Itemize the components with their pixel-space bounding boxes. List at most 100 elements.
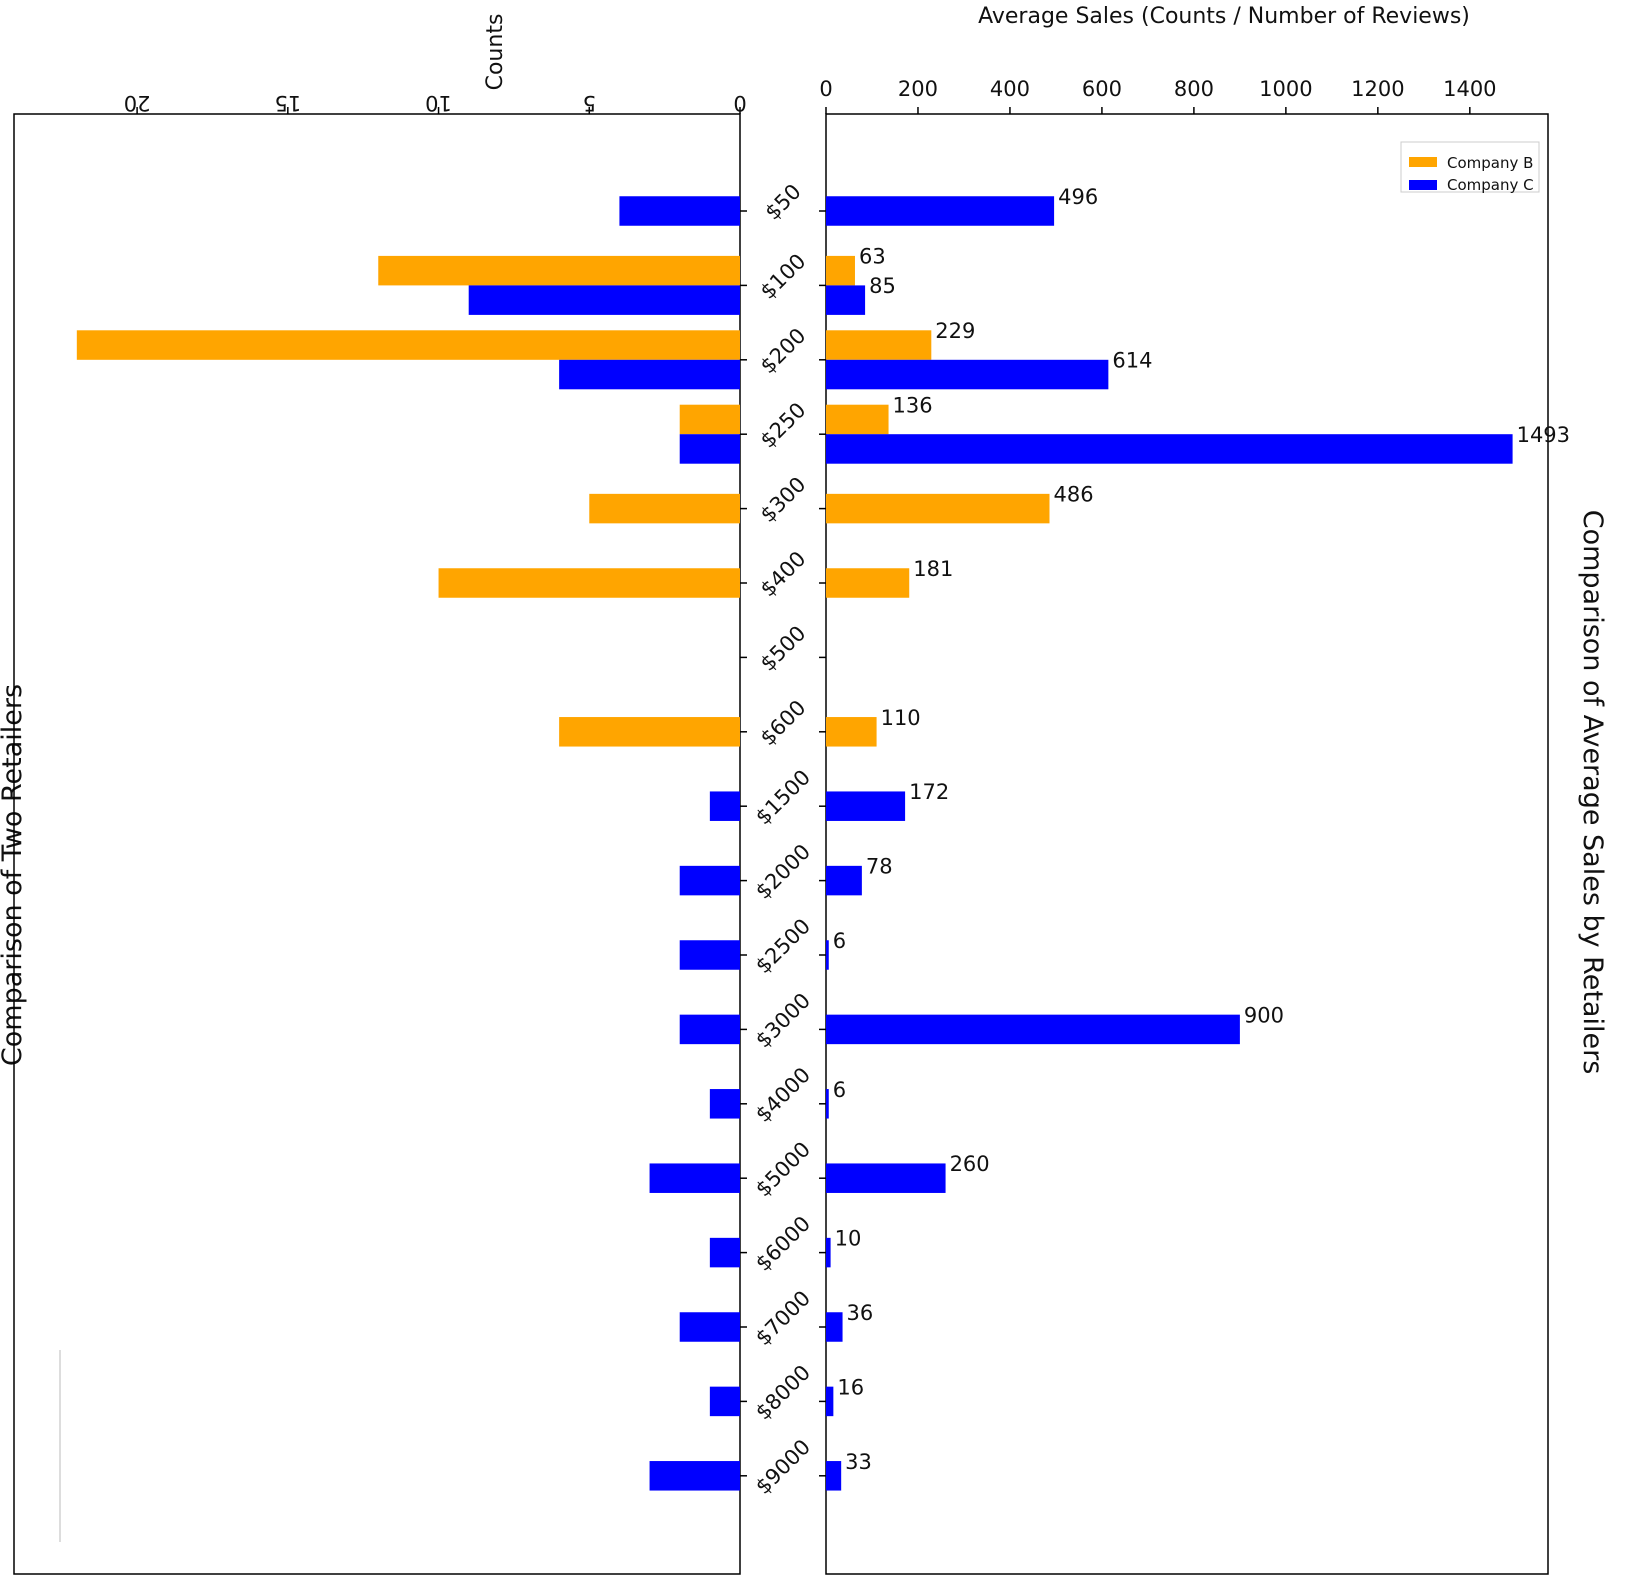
y-tick-label: 0 [733, 91, 746, 115]
data-label: 1493 [1517, 423, 1570, 447]
counts-y-axis-title: Counts [483, 14, 508, 91]
legend-label-company-b: Company B [1447, 154, 1533, 172]
category-label: $5000 [751, 1137, 815, 1201]
bar-company-c [826, 1312, 843, 1342]
bar-company-b [826, 330, 932, 360]
data-label: 614 [1112, 349, 1152, 373]
bar-company-b [826, 255, 855, 286]
bar-company-c [679, 434, 740, 464]
legend-swatch-company-b [1409, 157, 1437, 167]
y-tick-label: 0 [819, 77, 832, 101]
bar-company-c [709, 791, 740, 821]
bar-company-c [825, 359, 1109, 390]
legend-swatch-company-c [1409, 180, 1437, 190]
category-label: $9000 [751, 1435, 815, 1499]
legend: Company B Company C [1400, 141, 1540, 194]
data-label: 260 [950, 1152, 990, 1176]
category-label: $100 [756, 249, 811, 304]
bar-company-c [679, 940, 740, 970]
y-tick-label: 20 [124, 91, 151, 115]
bar-company-c [679, 865, 740, 896]
data-label: 900 [1244, 1003, 1284, 1027]
data-label: 229 [935, 319, 975, 343]
y-tick-label: 600 [1082, 77, 1122, 101]
y-tick-label: 5 [583, 91, 596, 115]
bar-company-c [826, 1163, 946, 1193]
data-label: 63 [859, 245, 886, 269]
counts-plot-area [13, 113, 741, 1575]
data-label: 172 [909, 780, 949, 804]
category-label: $400 [756, 547, 811, 602]
bar-company-c [826, 1014, 1240, 1045]
category-label: $200 [756, 323, 811, 378]
data-label: 33 [845, 1450, 872, 1474]
bar-company-c [826, 1237, 831, 1268]
data-label: 10 [835, 1227, 862, 1251]
bar-company-c [649, 1461, 740, 1491]
y-tick-label: 1200 [1351, 77, 1404, 101]
bar-company-c [649, 1163, 740, 1193]
data-label: 110 [881, 706, 921, 730]
scroll-indicator [59, 1350, 61, 1542]
y-tick-label: 200 [898, 77, 938, 101]
average-sales-plot-area [825, 113, 1549, 1575]
category-label: $600 [756, 695, 811, 750]
category-label: $50 [760, 179, 805, 224]
data-label: 6 [833, 929, 846, 953]
data-label: 36 [847, 1301, 874, 1325]
data-label: 181 [913, 557, 953, 581]
bar-company-c [826, 434, 1513, 464]
bar-company-b [438, 568, 740, 598]
bar-company-c [825, 865, 862, 896]
bar-company-b [825, 568, 910, 598]
bar-company-b [589, 493, 740, 524]
data-label: 6 [833, 1078, 846, 1102]
bar-company-b [559, 717, 740, 747]
bar-company-b [679, 404, 740, 435]
bar-company-c [709, 1089, 740, 1119]
bar-company-c [709, 1237, 740, 1268]
data-label: 496 [1058, 185, 1098, 209]
bar-company-c [825, 1461, 842, 1491]
category-label: $7000 [751, 1286, 815, 1350]
bar-company-c [468, 285, 740, 315]
average-sales-y-axis-title: Average Sales (Counts / Number of Review… [978, 4, 1470, 29]
bar-company-b [76, 330, 740, 360]
bar-company-c [679, 1014, 740, 1045]
category-label: $300 [756, 472, 811, 527]
category-label: $6000 [751, 1212, 815, 1276]
bar-company-c [709, 1386, 740, 1417]
data-label: 78 [866, 855, 893, 879]
category-label: $4000 [751, 1063, 815, 1127]
category-label: $1500 [751, 765, 815, 829]
legend-label-company-c: Company C [1447, 176, 1534, 194]
bar-company-b [826, 493, 1050, 524]
bar-company-b [378, 255, 740, 286]
bar-company-c [679, 1312, 740, 1342]
y-tick-label: 10 [425, 91, 452, 115]
bar-company-c [559, 359, 740, 390]
bar-company-c [825, 1089, 829, 1119]
category-label: $8000 [751, 1360, 815, 1424]
bar-company-c [825, 940, 829, 970]
bar-company-c [825, 791, 906, 821]
average-sales-chart: Comparison of Average Sales by Retailers… [819, 4, 1608, 1575]
data-label: 486 [1053, 483, 1093, 507]
data-label: 85 [869, 274, 896, 298]
y-tick-label: 400 [990, 77, 1030, 101]
average-sales-chart-title: Comparison of Average Sales by Retailers [1577, 510, 1608, 1075]
bar-company-c [619, 196, 740, 226]
data-label: 136 [893, 393, 933, 417]
bar-company-b [825, 404, 889, 435]
category-label: $2000 [751, 840, 815, 904]
y-tick-label: 800 [1174, 77, 1214, 101]
data-label: 16 [837, 1375, 864, 1399]
y-tick-label: 1000 [1259, 77, 1312, 101]
bar-company-c [825, 196, 1055, 226]
y-tick-label: 1400 [1443, 77, 1496, 101]
bar-company-b [826, 717, 877, 747]
category-label: $3000 [751, 988, 815, 1052]
category-label: $500 [756, 621, 811, 676]
category-label: $2500 [751, 914, 815, 978]
